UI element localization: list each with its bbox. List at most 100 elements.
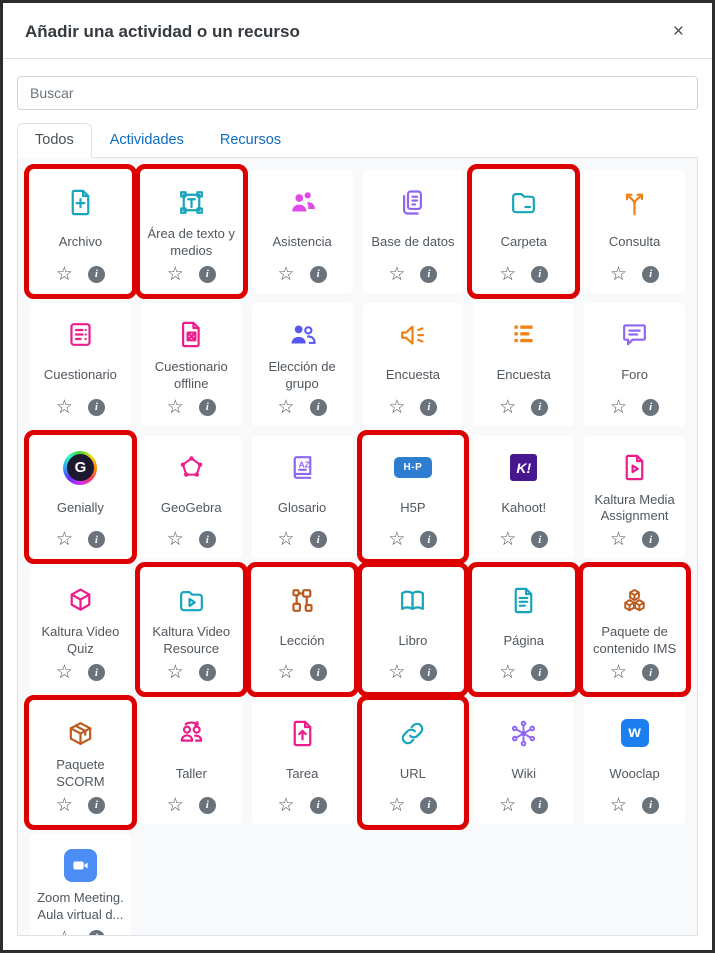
star-favourite-icon[interactable]: ☆ [166,263,184,285]
module-tile-archivo-highlighted[interactable]: Archivo ☆ i [24,164,137,299]
info-icon[interactable]: i [420,398,438,416]
module-name[interactable]: Kaltura Media Assignment [594,491,675,524]
module-name[interactable]: Elección de grupo [268,358,336,391]
module-tile-encuesta[interactable]: Encuesta ☆ i [362,302,464,426]
star-favourite-icon[interactable]: ☆ [499,529,517,551]
star-favourite-icon[interactable]: ☆ [55,396,73,418]
star-favourite-icon[interactable]: ☆ [55,529,73,551]
star-favourite-icon[interactable]: ☆ [499,794,517,816]
module-name[interactable]: Kahoot! [501,500,547,515]
info-icon[interactable]: i [531,796,549,814]
module-tile-kaltura-media-assignment[interactable]: Kaltura Media Assignment ☆ i [584,435,685,559]
module-name[interactable]: Cuestionario offline [154,358,228,391]
info-icon[interactable]: i [420,531,438,549]
info-icon[interactable]: i [420,265,438,283]
module-name[interactable]: H5P [400,500,426,515]
info-icon[interactable]: i [642,664,660,682]
info-icon[interactable]: i [87,398,105,416]
module-name[interactable]: Kaltura Video Resource [152,624,231,657]
module-name[interactable]: Área de texto y medios [147,226,235,258]
star-favourite-icon[interactable]: ☆ [499,263,517,285]
star-favourite-icon[interactable]: ☆ [166,662,184,684]
module-tile-base-de-datos[interactable]: Base de datos ☆ i [362,170,464,293]
star-favourite-icon[interactable]: ☆ [277,263,295,285]
module-tile-rea-de-texto-y-medios-highlighted[interactable]: Área de texto y medios ☆ i [134,164,248,299]
module-name[interactable]: Encuesta [496,367,551,383]
info-icon[interactable]: i [87,929,105,935]
module-name[interactable]: Encuesta [385,367,441,383]
module-tile-glosario[interactable]: AZ Glosario ☆ i [251,435,353,559]
star-favourite-icon[interactable]: ☆ [388,396,406,418]
info-icon[interactable]: i [309,796,327,814]
star-favourite-icon[interactable]: ☆ [610,794,628,816]
module-name[interactable]: Base de datos [371,234,455,250]
tab-todos[interactable]: Todos [17,123,92,158]
info-icon[interactable]: i [198,664,216,682]
star-favourite-icon[interactable]: ☆ [277,662,295,684]
info-icon[interactable]: i [309,664,327,682]
module-tile-cuestionario[interactable]: Cuestionario ☆ i [30,302,131,426]
star-favourite-icon[interactable]: ☆ [166,529,184,551]
module-tile-wooclap[interactable]: w Wooclap ☆ i [584,701,685,824]
module-name[interactable]: Kaltura Video Quiz [41,624,120,657]
info-icon[interactable]: i [87,664,105,682]
star-favourite-icon[interactable]: ☆ [166,794,184,816]
module-name[interactable]: Lección [279,632,325,648]
module-name[interactable]: Taller [175,765,207,781]
star-favourite-icon[interactable]: ☆ [610,396,628,418]
info-icon[interactable]: i [531,664,549,682]
info-icon[interactable]: i [420,796,438,814]
info-icon[interactable]: i [642,796,660,814]
module-name[interactable]: Página [503,632,544,648]
module-tile-libro-highlighted[interactable]: Libro ☆ i [356,562,470,698]
info-icon[interactable]: i [198,265,216,283]
module-tile-taller[interactable]: Taller ☆ i [140,701,242,824]
module-tile-elecci-n-de-grupo[interactable]: Elección de grupo ☆ i [251,302,353,426]
info-icon[interactable]: i [531,265,549,283]
module-tile-lecci-n-highlighted[interactable]: Lección ☆ i [245,562,359,698]
star-favourite-icon[interactable]: ☆ [388,794,406,816]
star-favourite-icon[interactable]: ☆ [499,396,517,418]
module-name[interactable]: URL [399,765,426,781]
module-tile-encuesta[interactable]: Encuesta ☆ i [473,302,575,426]
star-favourite-icon[interactable]: ☆ [56,929,73,935]
module-name[interactable]: Archivo [58,234,103,250]
module-name[interactable]: Wiki [511,765,537,781]
star-favourite-icon[interactable]: ☆ [388,529,406,551]
module-name[interactable]: Paquete SCORM [56,757,105,790]
info-icon[interactable]: i [87,796,105,814]
module-tile-url-highlighted[interactable]: URL ☆ i [356,695,470,830]
module-name[interactable]: Wooclap [609,765,660,781]
module-name[interactable]: Paquete de contenido IMS [593,624,677,657]
close-icon[interactable]: × [667,20,690,43]
module-name[interactable]: Zoom Meeting. Aula virtual d... [37,889,124,922]
module-tile-asistencia[interactable]: Asistencia ☆ i [251,170,353,293]
star-favourite-icon[interactable]: ☆ [388,662,406,684]
module-name[interactable]: Carpeta [500,234,547,250]
search-input[interactable] [17,76,698,110]
module-tile-p-gina-highlighted[interactable]: Página ☆ i [467,562,581,698]
module-tile-h5p-highlighted[interactable]: H-P H5P ☆ i [356,429,470,565]
info-icon[interactable]: i [642,398,660,416]
star-favourite-icon[interactable]: ☆ [610,529,628,551]
info-icon[interactable]: i [87,265,105,283]
star-favourite-icon[interactable]: ☆ [277,529,295,551]
module-name[interactable]: Libro [398,632,428,648]
info-icon[interactable]: i [198,398,216,416]
module-name[interactable]: Consulta [608,234,661,250]
info-icon[interactable]: i [198,796,216,814]
info-icon[interactable]: i [309,398,327,416]
module-tile-consulta[interactable]: Consulta ☆ i [584,170,685,293]
info-icon[interactable]: i [87,531,105,549]
module-tile-kaltura-video-resource-highlighted[interactable]: Kaltura Video Resource ☆ i [134,562,248,698]
star-favourite-icon[interactable]: ☆ [55,662,73,684]
module-name[interactable]: Glosario [277,500,327,515]
module-name[interactable]: Genially [56,500,104,515]
info-icon[interactable]: i [309,265,327,283]
module-name[interactable]: Tarea [285,765,319,781]
module-tile-geogebra[interactable]: GeoGebra ☆ i [140,435,242,559]
info-icon[interactable]: i [531,398,549,416]
module-tile-paquete-de-contenido-ims-highlighted[interactable]: Paquete de contenido IMS ☆ i [578,562,691,698]
tab-recursos[interactable]: Recursos [219,132,282,148]
module-name[interactable]: Cuestionario [43,367,117,383]
